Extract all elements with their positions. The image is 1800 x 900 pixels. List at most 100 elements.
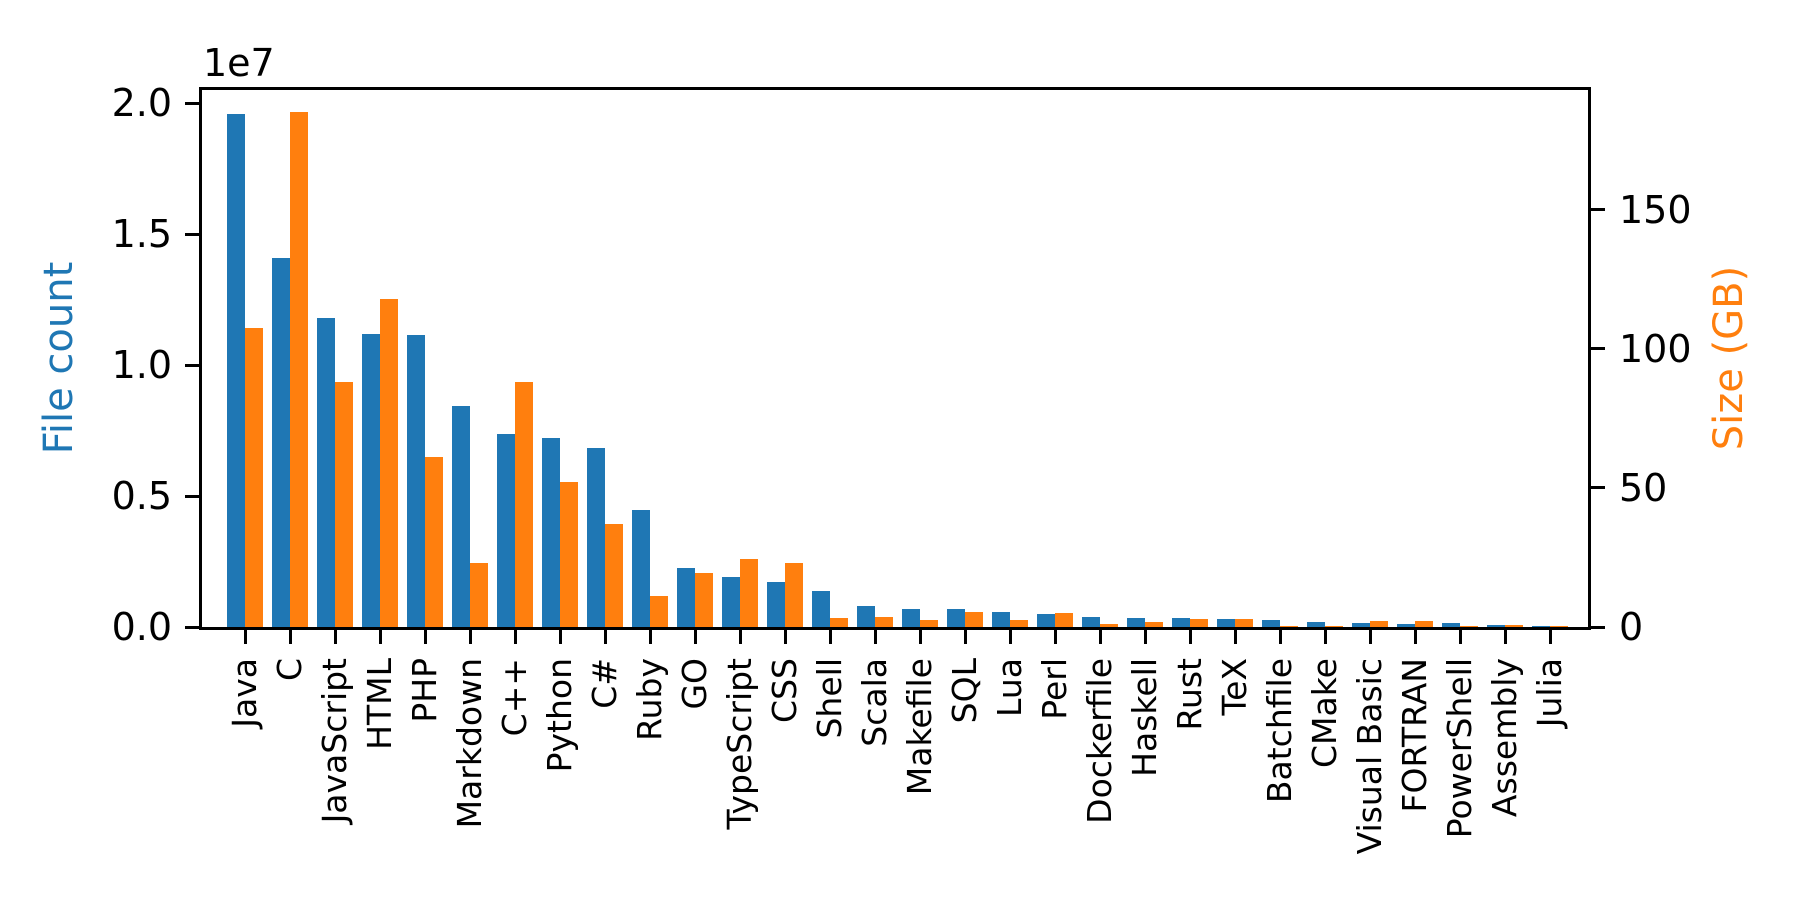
x-tick-label-batchfile: Batchfile xyxy=(1260,658,1299,804)
bar-size-fortran xyxy=(1415,621,1433,627)
x-tick-label-haskell: Haskell xyxy=(1125,658,1164,777)
x-tick-mark xyxy=(333,630,337,644)
x-tick-label-sql: SQL xyxy=(945,658,984,724)
x-tick-mark xyxy=(1188,630,1192,644)
x-tick-mark xyxy=(423,630,427,644)
bar-size-perl xyxy=(1055,613,1073,627)
x-tick-mark xyxy=(1053,630,1057,644)
bar-file-count-javascript xyxy=(317,318,335,627)
bar-file-count-c xyxy=(272,258,290,627)
x-tick-label-scala: Scala xyxy=(855,658,894,747)
bar-size-java xyxy=(245,328,263,627)
bar-size-scala xyxy=(875,617,893,627)
bar-file-count-ruby xyxy=(632,510,650,627)
plot-area xyxy=(199,87,1591,630)
x-tick-label-html: HTML xyxy=(360,658,399,750)
x-tick-mark xyxy=(918,630,922,644)
x-tick-mark xyxy=(288,630,292,644)
x-tick-label-makefile: Makefile xyxy=(900,658,939,796)
x-tick-label-cmake: CMake xyxy=(1305,658,1344,768)
y-tick-mark-left xyxy=(185,625,199,629)
x-tick-mark xyxy=(1098,630,1102,644)
x-tick-mark xyxy=(648,630,652,644)
x-tick-mark xyxy=(1008,630,1012,644)
x-tick-mark xyxy=(873,630,877,644)
x-tick-mark xyxy=(1503,630,1507,644)
axis-offset-text: 1e7 xyxy=(203,41,275,85)
y-tick-mark-right xyxy=(1591,486,1605,490)
x-tick-label-lua: Lua xyxy=(990,658,1029,717)
x-tick-label-c: C xyxy=(270,658,309,682)
bar-size-tex xyxy=(1235,619,1253,627)
x-tick-mark xyxy=(738,630,742,644)
x-tick-label-tex: TeX xyxy=(1215,658,1254,716)
x-tick-label-php: PHP xyxy=(405,658,444,723)
bar-file-count-shell xyxy=(812,591,830,627)
bar-file-count-java xyxy=(227,114,245,627)
x-tick-label-markdown: Markdown xyxy=(450,658,489,829)
bar-file-count-haskell xyxy=(1127,618,1145,627)
y-tick-mark-right xyxy=(1591,625,1605,629)
x-tick-label-javascript: JavaScript xyxy=(315,658,354,824)
bar-file-count-lua xyxy=(992,612,1010,627)
y-tick-label-right: 100 xyxy=(1619,326,1692,371)
bar-file-count-cmake xyxy=(1307,622,1325,627)
bar-size-c- xyxy=(605,524,623,627)
x-tick-label-java: Java xyxy=(225,658,264,728)
x-tick-label-fortran: FORTRAN xyxy=(1395,658,1434,813)
bar-file-count-rust xyxy=(1172,618,1190,627)
x-tick-label-typescript: TypeScript xyxy=(720,658,759,830)
bar-size-cmake xyxy=(1325,626,1343,627)
x-tick-mark xyxy=(693,630,697,644)
bar-file-count-batchfile xyxy=(1262,620,1280,627)
bar-size-visual-basic xyxy=(1370,621,1388,627)
y-tick-label-left: 0.5 xyxy=(111,474,172,519)
x-tick-mark xyxy=(1278,630,1282,644)
bar-size-assembly xyxy=(1505,625,1523,627)
bar-file-count-visual-basic xyxy=(1352,623,1370,627)
y-tick-mark-left xyxy=(185,232,199,236)
bar-size-sql xyxy=(965,612,983,627)
bar-file-count-go xyxy=(677,568,695,627)
bar-file-count-markdown xyxy=(452,406,470,627)
y-tick-mark-right xyxy=(1591,208,1605,212)
y-tick-label-right: 150 xyxy=(1619,187,1692,232)
bar-size-css xyxy=(785,563,803,627)
x-tick-label-python: Python xyxy=(540,658,579,773)
bar-size-go xyxy=(695,573,713,627)
bar-size-dockerfile xyxy=(1100,624,1118,627)
x-tick-label-rust: Rust xyxy=(1170,658,1209,731)
x-tick-mark xyxy=(783,630,787,644)
bar-size-python xyxy=(560,482,578,627)
x-tick-mark xyxy=(513,630,517,644)
x-tick-mark xyxy=(1233,630,1237,644)
y-tick-label-left: 1.5 xyxy=(111,212,172,257)
bar-file-count-c- xyxy=(587,448,605,627)
x-tick-label-visual-basic: Visual Basic xyxy=(1350,658,1389,855)
bar-file-count-html xyxy=(362,334,380,627)
x-tick-label-dockerfile: Dockerfile xyxy=(1080,658,1119,824)
bar-size-typescript xyxy=(740,559,758,627)
x-tick-mark xyxy=(1368,630,1372,644)
x-tick-mark xyxy=(1323,630,1327,644)
x-tick-mark xyxy=(378,630,382,644)
x-tick-mark xyxy=(1413,630,1417,644)
x-tick-mark xyxy=(603,630,607,644)
bar-file-count-python xyxy=(542,438,560,627)
bar-size-batchfile xyxy=(1280,626,1298,627)
y-tick-mark-left xyxy=(185,101,199,105)
y-tick-label-left: 2.0 xyxy=(111,81,172,126)
x-tick-label-go: GO xyxy=(675,658,714,710)
bar-file-count-typescript xyxy=(722,577,740,627)
x-tick-mark xyxy=(963,630,967,644)
y-tick-label-right: 50 xyxy=(1619,465,1668,510)
x-tick-mark xyxy=(468,630,472,644)
bar-file-count-scala xyxy=(857,606,875,627)
bar-size-shell xyxy=(830,618,848,627)
x-tick-mark xyxy=(828,630,832,644)
bar-size-lua xyxy=(1010,620,1028,627)
bar-file-count-tex xyxy=(1217,619,1235,627)
bar-file-count-css xyxy=(767,582,785,627)
y-tick-label-left: 1.0 xyxy=(111,343,172,388)
x-tick-label-julia: Julia xyxy=(1530,658,1569,728)
